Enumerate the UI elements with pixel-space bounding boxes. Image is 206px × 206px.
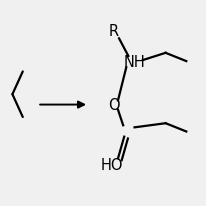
Text: R: R xyxy=(108,23,118,38)
Text: O: O xyxy=(108,98,119,112)
Text: HO: HO xyxy=(100,157,122,172)
Text: NH: NH xyxy=(123,54,145,69)
